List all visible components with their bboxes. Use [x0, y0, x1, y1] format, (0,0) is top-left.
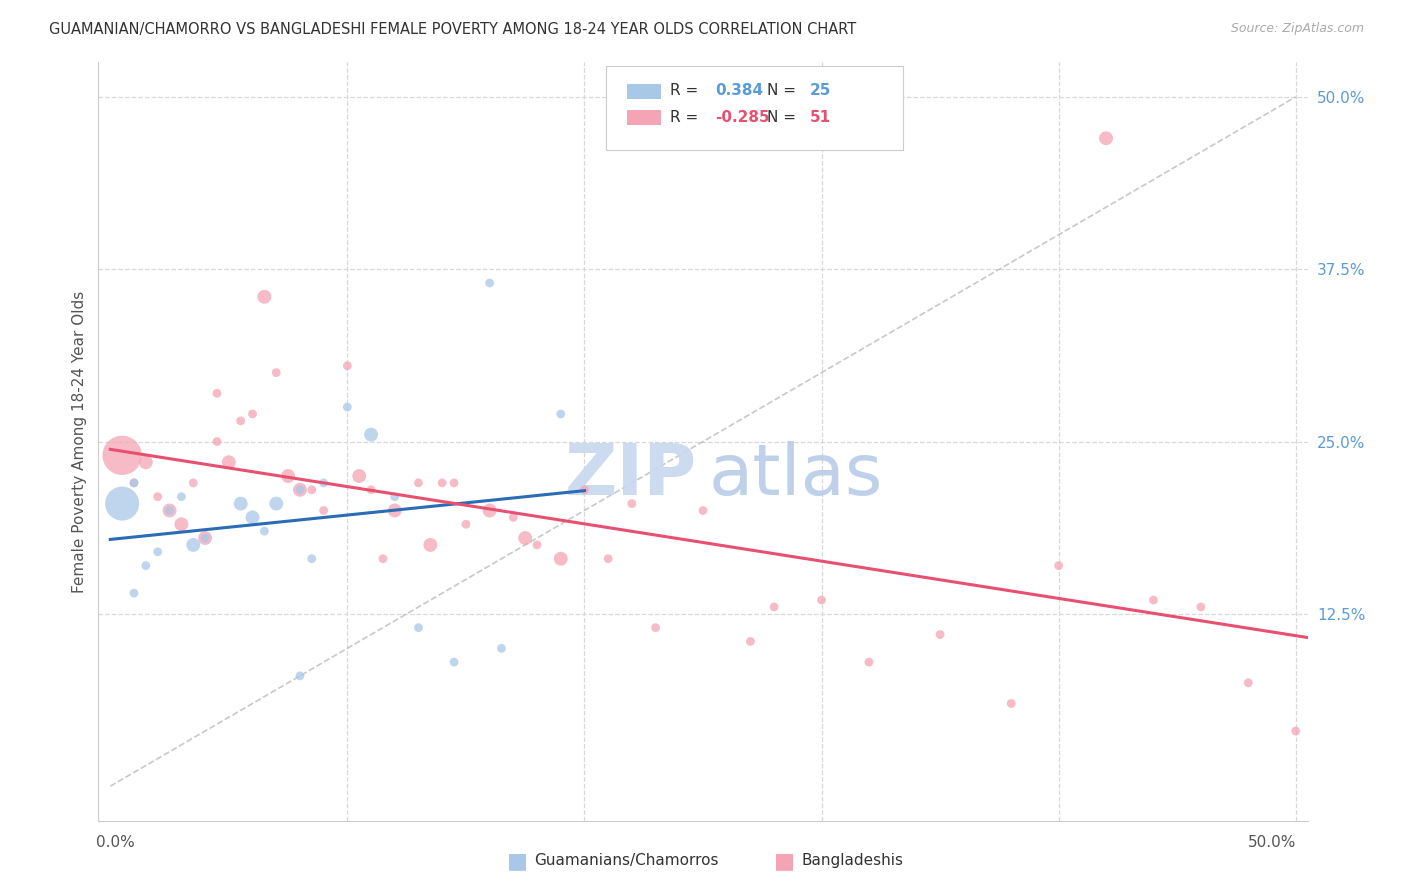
- Point: [229, 497, 252, 511]
- Point: [194, 531, 217, 545]
- Text: R =: R =: [671, 110, 703, 125]
- Point: [159, 503, 181, 517]
- Text: Bangladeshis: Bangladeshis: [801, 854, 904, 868]
- Text: N =: N =: [768, 110, 801, 125]
- Point: [408, 621, 430, 635]
- Point: [205, 386, 228, 401]
- FancyBboxPatch shape: [627, 111, 661, 126]
- Point: [763, 599, 786, 614]
- Point: [264, 497, 287, 511]
- Point: [1047, 558, 1070, 573]
- Point: [288, 669, 311, 683]
- Point: [550, 407, 572, 421]
- Point: [371, 551, 394, 566]
- Point: [526, 538, 548, 552]
- Text: 0.384: 0.384: [716, 83, 763, 98]
- Point: [502, 510, 524, 524]
- Point: [1237, 675, 1260, 690]
- Point: [550, 551, 572, 566]
- Point: [312, 503, 335, 517]
- Point: [360, 427, 382, 442]
- Point: [264, 366, 287, 380]
- Text: 0.0%: 0.0%: [96, 836, 135, 850]
- Point: [122, 475, 145, 490]
- Point: [205, 434, 228, 449]
- Point: [620, 497, 643, 511]
- Point: [135, 455, 157, 469]
- Point: [135, 558, 157, 573]
- Point: [336, 400, 359, 414]
- Point: [408, 475, 430, 490]
- Text: ZIP: ZIP: [565, 442, 697, 510]
- Point: [229, 414, 252, 428]
- Point: [181, 538, 204, 552]
- Point: [111, 448, 134, 462]
- Point: [111, 497, 134, 511]
- Point: [384, 503, 406, 517]
- FancyBboxPatch shape: [606, 66, 903, 150]
- Point: [336, 359, 359, 373]
- Text: Guamanians/Chamorros: Guamanians/Chamorros: [534, 854, 718, 868]
- Point: [301, 551, 323, 566]
- Y-axis label: Female Poverty Among 18-24 Year Olds: Female Poverty Among 18-24 Year Olds: [72, 291, 87, 592]
- Point: [242, 407, 264, 421]
- Point: [301, 483, 323, 497]
- Point: [253, 524, 276, 538]
- Point: [598, 551, 620, 566]
- Point: [1000, 697, 1022, 711]
- Point: [288, 483, 311, 497]
- Point: [347, 469, 370, 483]
- Point: [384, 490, 406, 504]
- Point: [929, 627, 952, 641]
- Point: [242, 510, 264, 524]
- Point: [1285, 724, 1308, 739]
- Text: 51: 51: [810, 110, 831, 125]
- Text: R =: R =: [671, 83, 703, 98]
- Point: [515, 531, 537, 545]
- Text: N =: N =: [768, 83, 801, 98]
- Text: ■: ■: [775, 851, 794, 871]
- Point: [740, 634, 762, 648]
- Point: [146, 545, 169, 559]
- Text: 50.0%: 50.0%: [1249, 836, 1296, 850]
- FancyBboxPatch shape: [627, 84, 661, 99]
- Text: 25: 25: [810, 83, 831, 98]
- Point: [312, 475, 335, 490]
- Point: [218, 455, 240, 469]
- Point: [170, 517, 193, 532]
- Point: [360, 483, 382, 497]
- Text: Source: ZipAtlas.com: Source: ZipAtlas.com: [1230, 22, 1364, 36]
- Text: -0.285: -0.285: [716, 110, 769, 125]
- Point: [288, 483, 311, 497]
- Text: ■: ■: [508, 851, 527, 871]
- Text: atlas: atlas: [709, 442, 883, 510]
- Point: [1142, 593, 1164, 607]
- Point: [574, 483, 596, 497]
- Point: [443, 655, 465, 669]
- Point: [122, 586, 145, 600]
- Point: [491, 641, 513, 656]
- Point: [692, 503, 714, 517]
- Point: [443, 475, 465, 490]
- Point: [146, 490, 169, 504]
- Point: [858, 655, 880, 669]
- Point: [810, 593, 832, 607]
- Point: [170, 490, 193, 504]
- Point: [644, 621, 666, 635]
- Point: [1095, 131, 1118, 145]
- Point: [1189, 599, 1212, 614]
- Point: [253, 290, 276, 304]
- Point: [277, 469, 299, 483]
- Point: [159, 503, 181, 517]
- Point: [419, 538, 441, 552]
- Point: [478, 276, 501, 290]
- Point: [432, 475, 454, 490]
- Point: [454, 517, 477, 532]
- Point: [478, 503, 501, 517]
- Point: [194, 531, 217, 545]
- Point: [181, 475, 204, 490]
- Text: GUAMANIAN/CHAMORRO VS BANGLADESHI FEMALE POVERTY AMONG 18-24 YEAR OLDS CORRELATI: GUAMANIAN/CHAMORRO VS BANGLADESHI FEMALE…: [49, 22, 856, 37]
- Point: [122, 475, 145, 490]
